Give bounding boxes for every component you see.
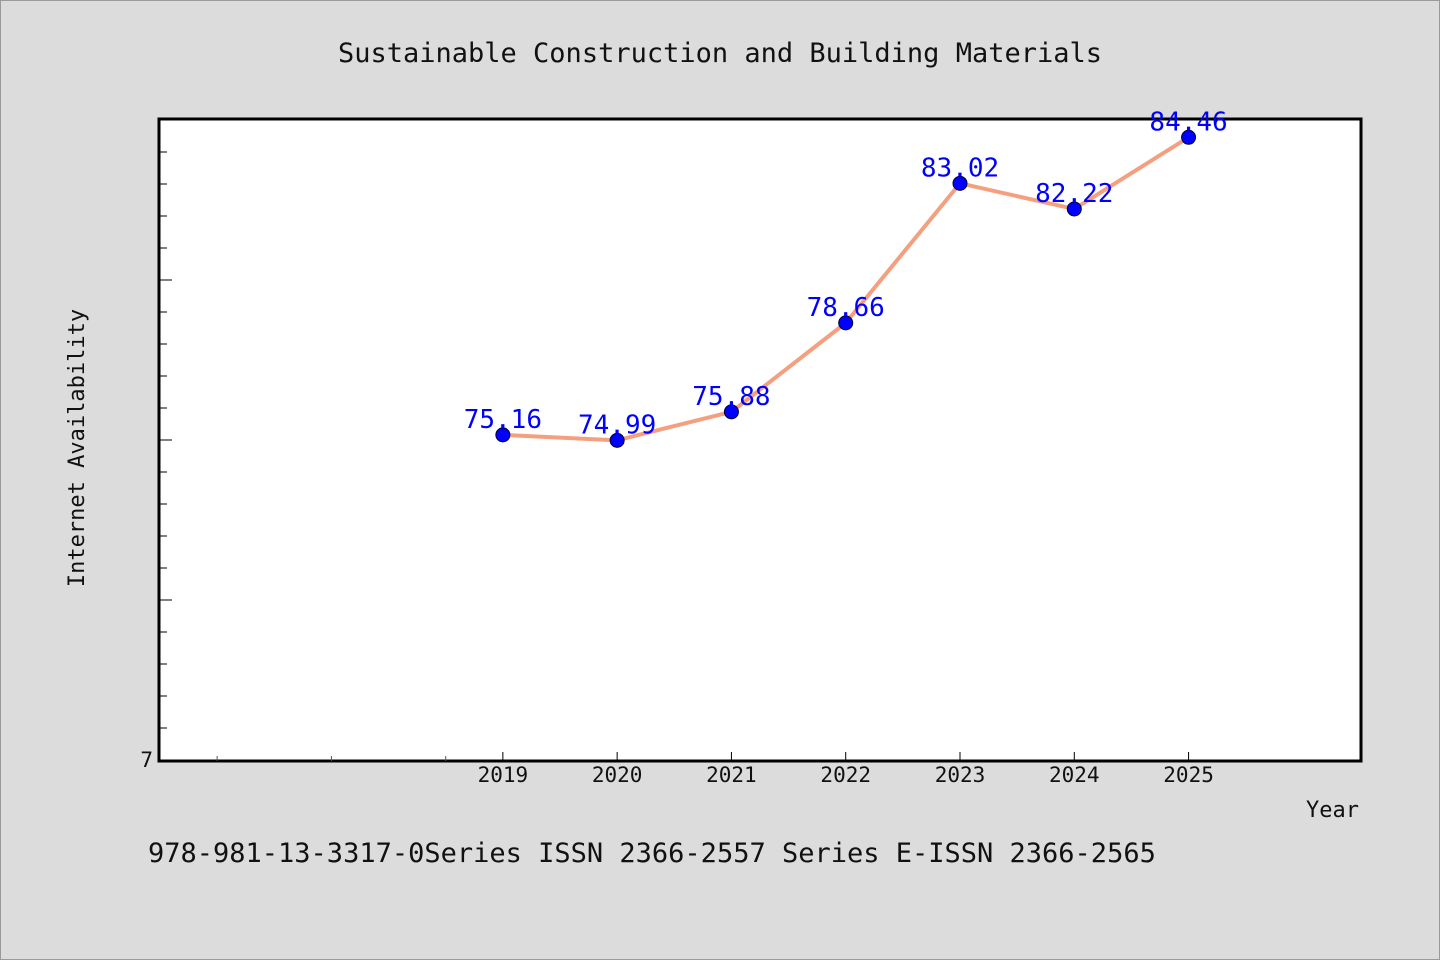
- x-tick-label: 2025: [1163, 763, 1214, 787]
- x-tick-label: 2020: [592, 763, 643, 787]
- x-tick-label: 2023: [935, 763, 986, 787]
- x-tick-label: 2022: [820, 763, 871, 787]
- footer-isbn-issn: 978-981-13-3317-0Series ISSN 2366-2557 S…: [148, 838, 1156, 869]
- data-point: [609, 432, 625, 448]
- data-labels: 75.16 74.99 75.88 78.66 83.02 82.22 84.46: [464, 107, 1228, 440]
- chart-title: Sustainable Construction and Building Ma…: [338, 38, 1102, 69]
- data-label: 84.46: [1149, 107, 1227, 137]
- data-point: [838, 315, 854, 331]
- data-point: [495, 427, 511, 443]
- x-axis-label: Year: [1306, 798, 1359, 823]
- data-point: [723, 404, 739, 420]
- data-label: 83.02: [921, 153, 999, 183]
- data-label: 75.16: [464, 405, 542, 435]
- y-axis-tick-labels: 7: [140, 748, 153, 772]
- data-point: [1181, 129, 1197, 145]
- x-tick-label: 2019: [478, 763, 529, 787]
- data-label: 74.99: [578, 410, 656, 440]
- x-tick-label: 2024: [1049, 763, 1100, 787]
- data-label: 82.22: [1035, 179, 1113, 209]
- x-axis-ticks: [216, 752, 1190, 761]
- data-label: 78.66: [807, 293, 885, 323]
- data-point: [952, 175, 968, 191]
- data-label: 75.88: [692, 382, 770, 412]
- x-tick-label: 2021: [706, 763, 757, 787]
- x-axis-tick-labels: 2019 2020 2021 2022 2023 2024 2025: [478, 763, 1214, 787]
- series-layer: [495, 129, 1197, 448]
- data-point: [1066, 201, 1082, 217]
- y-tick-label: 7: [140, 748, 153, 772]
- y-axis-label: Internet Availability: [65, 309, 90, 587]
- y-axis-ticks: [160, 151, 172, 729]
- plot-area: [157, 117, 1363, 763]
